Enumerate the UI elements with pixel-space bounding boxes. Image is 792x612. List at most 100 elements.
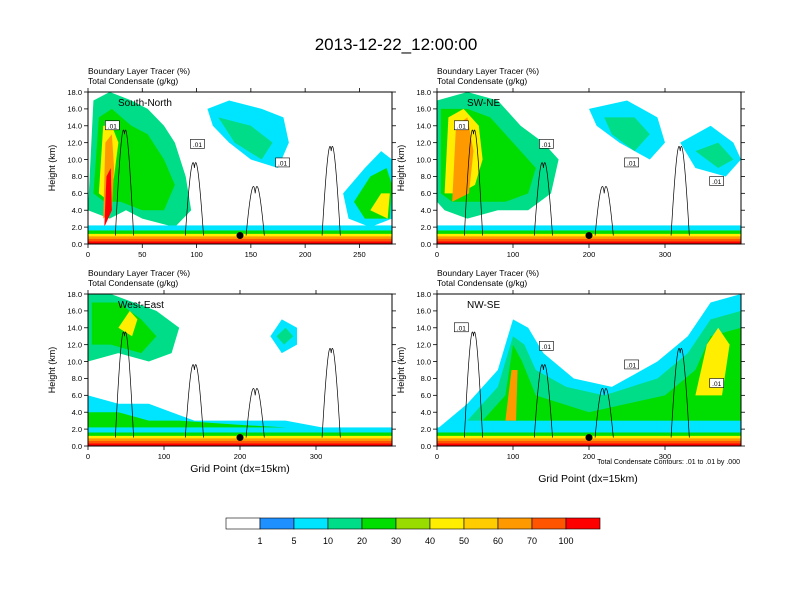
- y-tick-label: 14.0: [416, 122, 431, 131]
- y-tick-label: 8.0: [72, 374, 82, 383]
- y-tick-label: 2.0: [421, 425, 431, 434]
- tracer-field: [437, 294, 741, 446]
- panel-sw-ne: Boundary Layer Tracer (%)Total Condensat…: [396, 66, 745, 259]
- contour-label: .01: [542, 344, 551, 351]
- colorbar-label: 60: [493, 536, 503, 546]
- colorbar-label: 20: [357, 536, 367, 546]
- x-tick-label: 200: [583, 250, 596, 259]
- boundary-layer-band: [437, 443, 741, 446]
- tracer-region-5: [104, 168, 112, 228]
- contour-label: .01: [627, 362, 636, 369]
- y-tick-label: 8.0: [421, 172, 431, 181]
- y-tick-label: 4.0: [421, 408, 431, 417]
- y-axis-label: Height (km): [47, 145, 57, 192]
- contour-label: .01: [712, 179, 721, 186]
- y-tick-label: 10.0: [67, 155, 82, 164]
- tracer-region-10: [370, 193, 390, 219]
- y-tick-label: 4.0: [72, 408, 82, 417]
- y-tick-label: 0.0: [421, 240, 431, 249]
- y-tick-label: 0.0: [421, 442, 431, 451]
- x-tick-label: 0: [435, 250, 439, 259]
- y-tick-label: 16.0: [416, 105, 431, 114]
- contour-label: .01: [457, 325, 466, 332]
- x-axis-label-right: Grid Point (dx=15km): [538, 473, 638, 485]
- colorbar-label: 70: [527, 536, 537, 546]
- tracer-field: [88, 92, 392, 244]
- contour-label-box: [454, 120, 469, 131]
- panel-south-north: Boundary Layer Tracer (%)Total Condensat…: [47, 66, 396, 259]
- tracer-field: [88, 294, 392, 446]
- contour-label-box: [624, 157, 639, 168]
- x-tick-label: 200: [299, 250, 312, 259]
- location-marker: [236, 434, 244, 442]
- colorbar-swatch: [395, 517, 431, 530]
- colorbar-swatch: [531, 517, 567, 530]
- location-marker: [236, 232, 244, 240]
- location-marker: [585, 232, 593, 240]
- colorbar-swatch: [327, 517, 363, 530]
- plot-frame: [87, 91, 393, 245]
- y-tick-label: 6.0: [421, 391, 431, 400]
- y-tick-label: 16.0: [416, 307, 431, 316]
- contour-label: .01: [542, 142, 551, 149]
- location-marker: [585, 434, 593, 442]
- y-tick-label: 12.0: [416, 138, 431, 147]
- y-tick-label: 2.0: [421, 223, 431, 232]
- y-axis-label: Height (km): [396, 347, 406, 394]
- contour-label: .01: [457, 123, 466, 130]
- contour-label-box: [539, 341, 554, 351]
- condensate-contours: [115, 331, 341, 438]
- panel-header-tracer: Boundary Layer Tracer (%): [88, 66, 190, 76]
- y-tick-label: 10.0: [67, 357, 82, 366]
- colorbar-swatch: [361, 517, 397, 530]
- section-name: SW-NE: [467, 98, 500, 109]
- contour-label: .01: [108, 123, 117, 130]
- y-tick-label: 18.0: [67, 290, 82, 299]
- y-axis-label: Height (km): [47, 347, 57, 394]
- y-tick-label: 12.0: [67, 340, 82, 349]
- y-tick-label: 2.0: [72, 223, 82, 232]
- condensate-contours: [464, 129, 690, 236]
- y-tick-label: 8.0: [72, 172, 82, 181]
- x-tick-label: 300: [659, 452, 672, 461]
- x-tick-label: 150: [245, 250, 258, 259]
- contour-label-box: [275, 157, 290, 168]
- panel-header-condensate: Total Condensate (g/kg): [88, 278, 178, 288]
- colorbar-label: 100: [558, 536, 573, 546]
- y-tick-label: 6.0: [72, 189, 82, 198]
- section-name: West-East: [118, 300, 164, 311]
- tracer-region-5: [276, 327, 294, 345]
- section-name: NW-SE: [467, 300, 500, 311]
- x-tick-label: 300: [659, 250, 672, 259]
- colorbar: 1 5 10 20 30 40 50 60 70 100: [225, 517, 601, 546]
- x-tick-label: 100: [507, 452, 520, 461]
- tracer-region-7: [88, 412, 392, 431]
- tracer-region-8: [695, 142, 734, 168]
- contour-label-box: [105, 120, 120, 131]
- contour-label-box: [539, 139, 554, 149]
- y-tick-label: 12.0: [67, 138, 82, 147]
- x-tick-label: 100: [507, 250, 520, 259]
- colorbar-swatch: [429, 517, 465, 530]
- y-tick-label: 0.0: [72, 240, 82, 249]
- boundary-layer-band: [88, 443, 392, 446]
- contour-label: .01: [278, 160, 287, 167]
- section-name: South-North: [118, 98, 172, 109]
- condensate-contours: [115, 129, 341, 236]
- tracer-region-6: [604, 117, 650, 152]
- y-tick-label: 0.0: [72, 442, 82, 451]
- x-tick-label: 100: [158, 452, 171, 461]
- colorbar-label: 40: [425, 536, 435, 546]
- x-tick-label: 200: [234, 452, 247, 461]
- y-tick-label: 8.0: [421, 374, 431, 383]
- colorbar-label: 30: [391, 536, 401, 546]
- boundary-layer-band: [88, 241, 392, 244]
- y-axis-label: Height (km): [396, 145, 406, 192]
- x-tick-label: 250: [353, 250, 366, 259]
- panel-header-tracer: Boundary Layer Tracer (%): [88, 268, 190, 278]
- y-tick-label: 16.0: [67, 105, 82, 114]
- y-tick-label: 10.0: [416, 155, 431, 164]
- panel-header-condensate: Total Condensate (g/kg): [88, 76, 178, 86]
- tracer-region-7: [218, 117, 273, 160]
